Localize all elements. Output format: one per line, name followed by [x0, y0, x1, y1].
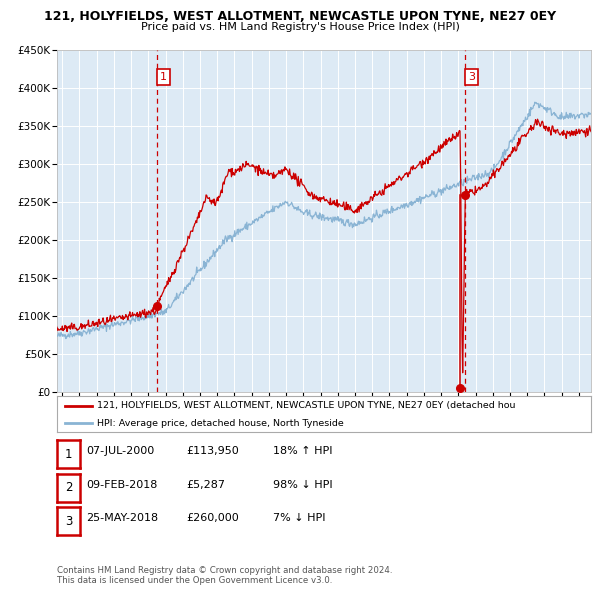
Text: HPI: Average price, detached house, North Tyneside: HPI: Average price, detached house, Nort…: [97, 419, 344, 428]
Text: Contains HM Land Registry data © Crown copyright and database right 2024.: Contains HM Land Registry data © Crown c…: [57, 566, 392, 575]
Text: 98% ↓ HPI: 98% ↓ HPI: [273, 480, 332, 490]
Text: 121, HOLYFIELDS, WEST ALLOTMENT, NEWCASTLE UPON TYNE, NE27 0EY: 121, HOLYFIELDS, WEST ALLOTMENT, NEWCAST…: [44, 10, 556, 23]
Text: 18% ↑ HPI: 18% ↑ HPI: [273, 446, 332, 456]
Text: 7% ↓ HPI: 7% ↓ HPI: [273, 513, 325, 523]
Text: This data is licensed under the Open Government Licence v3.0.: This data is licensed under the Open Gov…: [57, 576, 332, 585]
Text: 1: 1: [65, 447, 72, 461]
Text: Price paid vs. HM Land Registry's House Price Index (HPI): Price paid vs. HM Land Registry's House …: [140, 22, 460, 32]
Text: 3: 3: [468, 72, 475, 82]
Text: 121, HOLYFIELDS, WEST ALLOTMENT, NEWCASTLE UPON TYNE, NE27 0EY (detached hou: 121, HOLYFIELDS, WEST ALLOTMENT, NEWCAST…: [97, 401, 515, 410]
Text: 3: 3: [65, 514, 72, 528]
Text: 07-JUL-2000: 07-JUL-2000: [86, 446, 154, 456]
Text: 09-FEB-2018: 09-FEB-2018: [86, 480, 157, 490]
Text: £113,950: £113,950: [186, 446, 239, 456]
Text: 1: 1: [160, 72, 167, 82]
Text: £260,000: £260,000: [186, 513, 239, 523]
Text: 25-MAY-2018: 25-MAY-2018: [86, 513, 158, 523]
Text: £5,287: £5,287: [186, 480, 225, 490]
Text: 2: 2: [65, 481, 72, 494]
